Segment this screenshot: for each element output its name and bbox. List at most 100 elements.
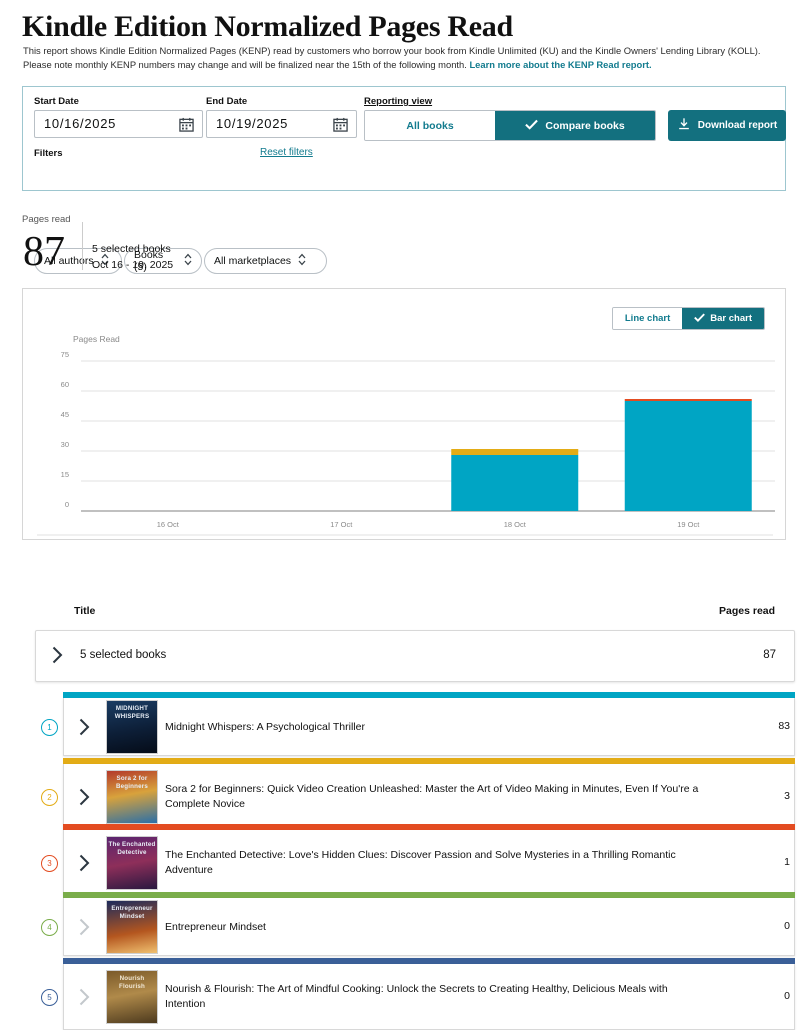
book-title: Sora 2 for Beginners: Quick Video Creati… — [165, 783, 699, 810]
author-filter-select[interactable]: All authors — [34, 248, 122, 274]
rank-badge: 5 — [41, 988, 58, 1006]
book-cover-title-text: Nourish Flourish — [118, 975, 145, 990]
chart-y-tick-label: 75 — [61, 350, 69, 359]
marketplace-filter-select[interactable]: All marketplaces — [204, 248, 327, 274]
chart-y-tick-label: 45 — [61, 410, 69, 419]
download-report-button[interactable]: Download report — [668, 110, 786, 141]
book-color-bar — [63, 892, 795, 898]
chart-bar-segment[interactable] — [624, 399, 752, 401]
kenp-chart-card: Line chart Bar chart Pages Read 0 15 30 45 60… — [22, 288, 786, 540]
start-date-label: Start Date — [34, 96, 79, 107]
chevron-right-icon[interactable] — [52, 646, 63, 664]
kpi-divider — [82, 222, 83, 270]
tab-compare-books[interactable]: Compare books — [495, 111, 655, 140]
chart-y-tick-label: 60 — [61, 380, 69, 389]
tab-all-books[interactable]: All books — [365, 111, 496, 140]
chart-type-toggle[interactable]: Line chart Bar chart — [611, 307, 765, 330]
chart-bar-segment[interactable] — [624, 401, 752, 511]
book-title: Entrepreneur Mindset — [165, 921, 266, 933]
start-date-value: 10/16/2025 — [44, 116, 117, 131]
table-row[interactable] — [63, 764, 795, 830]
report-description: This report shows Kindle Edition Normali… — [23, 44, 791, 72]
summary-row[interactable]: 5 selected books 87 — [35, 630, 795, 682]
reset-filters-link[interactable]: Reset filters — [260, 147, 313, 158]
chevron-right-icon — [79, 918, 90, 936]
book-cover-thumbnail: Entrepreneur Mindset — [106, 900, 158, 954]
kpi-subtitle-books: 5 selected books — [92, 243, 171, 255]
table-row[interactable] — [63, 698, 795, 756]
tab-all-books-label: All books — [406, 119, 454, 132]
end-date-value: 10/19/2025 — [216, 116, 289, 131]
check-icon — [525, 119, 539, 133]
chart-y-tick-label: 30 — [61, 440, 69, 449]
report-description-text: This report shows Kindle Edition Normali… — [23, 45, 761, 70]
books-filter-select[interactable]: Books (5) — [124, 248, 202, 274]
calendar-icon[interactable] — [333, 117, 348, 137]
book-cover-title-text: Sora 2 for Beginners — [115, 775, 149, 790]
chevron-right-icon[interactable] — [79, 718, 90, 736]
book-title: Midnight Whispers: A Psychological Thril… — [165, 721, 365, 733]
kpi-value: 87 — [23, 229, 65, 275]
kenp-learn-more-link[interactable]: Learn more about the KENP Read report. — [469, 59, 652, 70]
chart-x-tick-label: 16 Oct — [157, 520, 180, 529]
chevron-right-icon[interactable] — [79, 788, 90, 806]
end-date-label: End Date — [206, 96, 248, 107]
book-cover-thumbnail: Nourish Flourish — [106, 970, 158, 1024]
start-date-input[interactable]: 10/16/2025 — [34, 110, 203, 138]
table-row[interactable] — [63, 898, 795, 956]
download-report-label: Download report — [697, 120, 778, 131]
toggle-bar-chart[interactable]: Bar chart — [682, 308, 764, 329]
reporting-view-toggle[interactable]: All books Compare books — [364, 110, 656, 141]
column-header-title: Title — [74, 605, 96, 617]
book-pages-read-value: 3 — [784, 790, 790, 802]
filter-panel: Start Date 10/16/2025 End Date 10/19/202… — [22, 86, 786, 274]
chart-x-tick-label: 18 Oct — [504, 520, 527, 529]
rank-badge: 3 — [41, 854, 58, 872]
book-color-bar — [63, 958, 795, 964]
chart-x-tick-label: 19 Oct — [677, 520, 700, 529]
column-header-pages-read: Pages read — [719, 605, 776, 617]
chart-y-tick-label: 0 — [65, 500, 69, 509]
rank-badge: 4 — [41, 918, 58, 936]
book-cover-title-text: MIDNIGHT WHISPERS — [114, 705, 150, 720]
book-pages-read-value: 0 — [784, 920, 790, 932]
rank-badge: 2 — [41, 788, 58, 806]
kpi-subtitle-range: Oct 16 - 19, 2025 — [92, 259, 174, 271]
kenp-bar-chart: Pages Read 0 15 30 45 60 75 16 Oct 17 Oct 18 Oct 1… — [37, 334, 775, 536]
filters-label: Filters — [34, 148, 63, 159]
marketplace-filter-value: All marketplaces — [214, 255, 292, 267]
book-title: Nourish & Flourish: The Art of Mindful C… — [165, 983, 668, 1010]
author-filter-value: All authors — [44, 255, 94, 267]
book-pages-read-value: 1 — [784, 856, 790, 868]
book-cover-thumbnail: MIDNIGHT WHISPERS — [106, 700, 158, 754]
book-cover-thumbnail: Sora 2 for Beginners — [106, 770, 158, 824]
book-cover-thumbnail: The Enchanted Detective — [106, 836, 158, 890]
end-date-input[interactable]: 10/19/2025 — [206, 110, 357, 138]
kpi-label: Pages read — [22, 214, 71, 225]
book-color-bar — [63, 758, 795, 764]
rank-badge-label: 4 — [47, 922, 52, 932]
reporting-view-label: Reporting view — [364, 96, 433, 107]
chevron-right-icon[interactable] — [79, 854, 90, 872]
book-pages-read-value: 0 — [784, 990, 790, 1002]
book-pages-read-value: 83 — [778, 720, 790, 732]
chart-y-tick-label: 15 — [61, 470, 69, 479]
summary-row-value: 87 — [763, 649, 776, 661]
book-color-bar — [63, 824, 795, 830]
toggle-line-chart[interactable]: Line chart — [612, 308, 683, 329]
page-title: Kindle Edition Normalized Pages Read — [22, 10, 513, 43]
rank-badge-label: 2 — [47, 792, 52, 802]
tab-compare-books-label: Compare books — [545, 119, 625, 132]
chart-bar-segment[interactable] — [451, 455, 579, 511]
chart-y-axis-title: Pages Read — [73, 334, 120, 344]
chart-bar-segment[interactable] — [451, 449, 579, 455]
chevron-updown-icon — [184, 253, 192, 269]
rank-badge-label: 1 — [47, 722, 52, 732]
toggle-bar-chart-label: Bar chart — [710, 313, 752, 324]
chevron-updown-icon — [101, 253, 109, 269]
check-icon — [694, 312, 706, 325]
chevron-updown-icon — [298, 253, 306, 269]
rank-badge: 1 — [41, 718, 58, 736]
calendar-icon[interactable] — [179, 117, 194, 137]
